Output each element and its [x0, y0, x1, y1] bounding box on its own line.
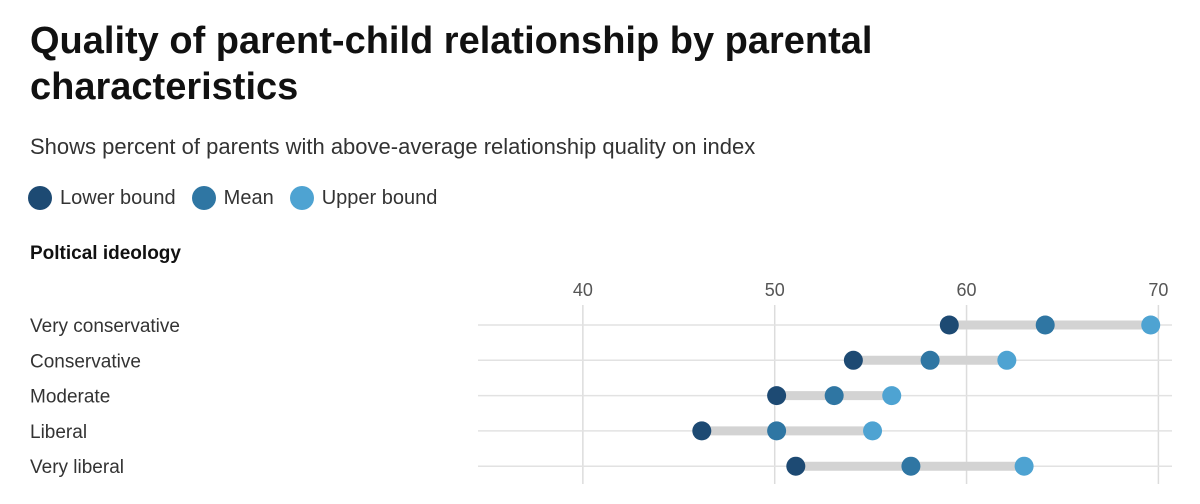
point-mean: [824, 386, 844, 406]
legend-label-mean: Mean: [223, 186, 274, 209]
point-upper-bound: [882, 386, 902, 406]
point-upper-bound: [1141, 315, 1161, 335]
point-lower-bound: [939, 315, 959, 335]
chart-title: Quality of parent-child relationship by …: [30, 20, 873, 108]
point-lower-bound: [786, 456, 806, 476]
x-tick-label: 70: [1148, 280, 1168, 300]
category-label: Very conservative: [30, 316, 180, 337]
point-mean: [767, 421, 787, 441]
point-upper-bound: [1014, 456, 1034, 476]
legend-swatch-upper-bound: [289, 186, 314, 210]
legend-swatch-mean: [191, 186, 216, 210]
legend-item-mean: Mean: [191, 186, 274, 210]
legend-label-upper-bound: Upper bound: [321, 186, 438, 209]
legend-item-upper-bound: Upper bound: [289, 186, 438, 210]
category-label: Liberal: [30, 422, 87, 443]
point-mean: [1035, 315, 1055, 335]
point-mean: [920, 350, 940, 370]
legend-item-lower-bound: Lower bound: [28, 186, 176, 210]
x-tick-label: 60: [957, 280, 977, 300]
category-label: Moderate: [30, 387, 110, 408]
x-tick-label: 50: [765, 280, 785, 300]
x-tick-label: 40: [573, 280, 593, 300]
point-mean: [901, 456, 921, 476]
point-lower-bound: [692, 421, 712, 441]
point-lower-bound: [843, 350, 863, 370]
point-upper-bound: [997, 350, 1017, 370]
category-label: Conservative: [30, 351, 141, 372]
chart-subtitle: Shows percent of parents with above-aver…: [30, 134, 756, 159]
point-upper-bound: [863, 421, 883, 441]
legend-swatch-lower-bound: [28, 186, 52, 210]
category-label: Very liberal: [30, 457, 124, 478]
group-label-political-ideology: Poltical ideology: [30, 243, 181, 264]
legend-label-lower-bound: Lower bound: [60, 186, 176, 209]
point-lower-bound: [767, 386, 787, 406]
chart-legend: Lower bound Mean Upper bound: [28, 186, 453, 210]
